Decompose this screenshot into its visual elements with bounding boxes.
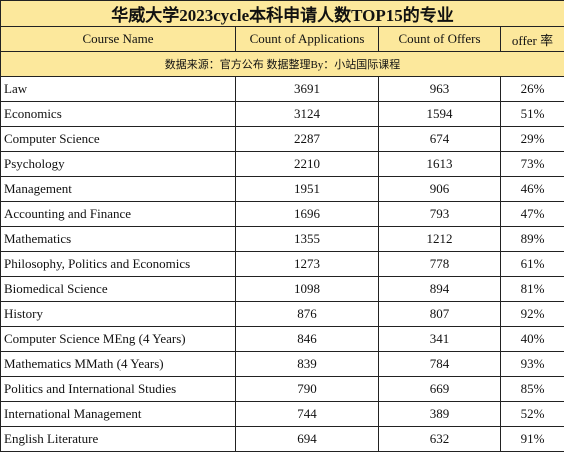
cell-value: 3691 [236, 77, 379, 102]
cell-value: 876 [236, 302, 379, 327]
course-name: Psychology [1, 152, 236, 177]
course-name: Management [1, 177, 236, 202]
cell-value: 93% [501, 352, 564, 377]
course-name: Politics and International Studies [1, 377, 236, 402]
cell-value: 1355 [236, 227, 379, 252]
course-name: Accounting and Finance [1, 202, 236, 227]
cell-value: 61% [501, 252, 564, 277]
cell-value: 793 [379, 202, 501, 227]
cell-value: 1696 [236, 202, 379, 227]
cell-value: 92% [501, 302, 564, 327]
column-header: Count of Offers [379, 27, 501, 52]
cell-value: 2287 [236, 127, 379, 152]
column-header: offer 率 [501, 27, 564, 52]
course-name: Law [1, 77, 236, 102]
cell-value: 341 [379, 327, 501, 352]
cell-value: 744 [236, 402, 379, 427]
course-name: Economics [1, 102, 236, 127]
cell-value: 784 [379, 352, 501, 377]
cell-value: 89% [501, 227, 564, 252]
course-name: History [1, 302, 236, 327]
course-name: Mathematics MMath (4 Years) [1, 352, 236, 377]
source-row: 数据来源：官方公布 数据整理By：小站国际课程 [1, 52, 564, 77]
title-row: 华威大学2023cycle本科申请人数TOP15的专业 [1, 1, 564, 27]
cell-value: 1273 [236, 252, 379, 277]
cell-value: 906 [379, 177, 501, 202]
cell-value: 674 [379, 127, 501, 152]
cell-value: 1613 [379, 152, 501, 177]
cell-value: 1594 [379, 102, 501, 127]
table-title: 华威大学2023cycle本科申请人数TOP15的专业 [1, 1, 564, 27]
column-header: Course Name [1, 27, 236, 52]
cell-value: 1951 [236, 177, 379, 202]
cell-value: 26% [501, 77, 564, 102]
column-header: Count of Applications [236, 27, 379, 52]
cell-value: 1098 [236, 277, 379, 302]
cell-value: 51% [501, 102, 564, 127]
cell-value: 790 [236, 377, 379, 402]
cell-value: 91% [501, 427, 564, 452]
cell-value: 40% [501, 327, 564, 352]
cell-value: 46% [501, 177, 564, 202]
cell-value: 807 [379, 302, 501, 327]
course-name: Mathematics [1, 227, 236, 252]
course-name: Biomedical Science [1, 277, 236, 302]
cell-value: 694 [236, 427, 379, 452]
cell-value: 778 [379, 252, 501, 277]
cell-value: 85% [501, 377, 564, 402]
cell-value: 52% [501, 402, 564, 427]
source-note: 数据来源：官方公布 数据整理By：小站国际课程 [1, 52, 564, 77]
course-name: English Literature [1, 427, 236, 452]
course-name: Computer Science [1, 127, 236, 152]
cell-value: 632 [379, 427, 501, 452]
course-name: Philosophy, Politics and Economics [1, 252, 236, 277]
cell-value: 47% [501, 202, 564, 227]
course-name: International Management [1, 402, 236, 427]
cell-value: 81% [501, 277, 564, 302]
course-name: Computer Science MEng (4 Years) [1, 327, 236, 352]
cell-value: 389 [379, 402, 501, 427]
cell-value: 29% [501, 127, 564, 152]
cell-value: 2210 [236, 152, 379, 177]
cell-value: 963 [379, 77, 501, 102]
cell-value: 846 [236, 327, 379, 352]
cell-value: 73% [501, 152, 564, 177]
cell-value: 894 [379, 277, 501, 302]
cell-value: 669 [379, 377, 501, 402]
cell-value: 1212 [379, 227, 501, 252]
cell-value: 839 [236, 352, 379, 377]
cell-value: 3124 [236, 102, 379, 127]
